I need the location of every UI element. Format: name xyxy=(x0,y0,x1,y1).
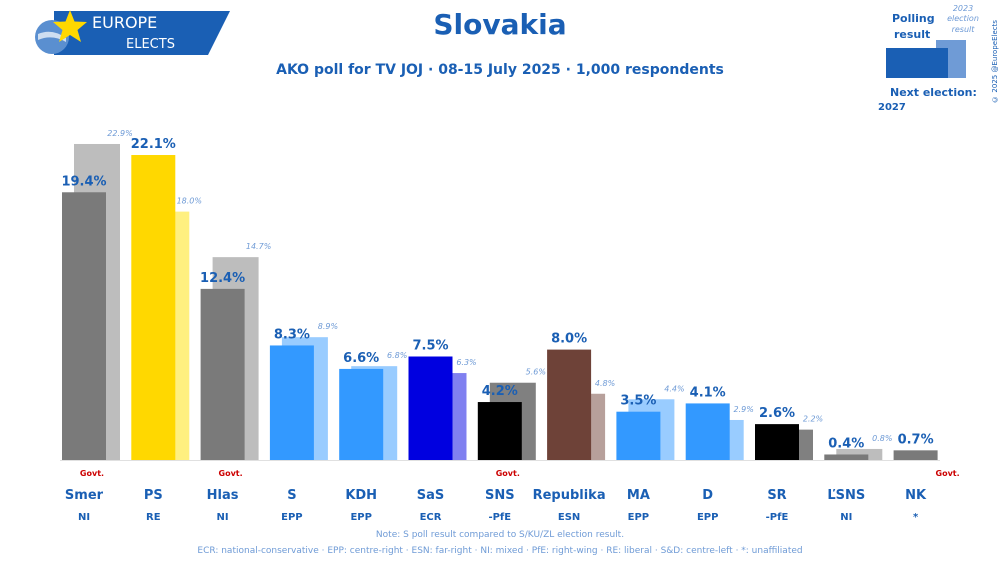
govt-flag-2: Govt. xyxy=(219,469,243,478)
election-value-label-1: 18.0% xyxy=(177,197,202,206)
star-icon xyxy=(53,10,87,42)
party-label-3: S xyxy=(287,488,296,503)
poll-value-label-2: 12.4% xyxy=(200,271,245,286)
poll-bar-9 xyxy=(685,403,730,460)
election-value-label-2: 14.7% xyxy=(246,242,271,251)
election-bar-11 xyxy=(836,448,883,460)
party-label-8: MA xyxy=(627,488,650,503)
poll-value-label-8: 3.5% xyxy=(620,394,656,409)
europe-elects-logo: EUROPE ELECTS xyxy=(35,10,230,55)
party-label-5: SaS xyxy=(417,488,445,503)
govt-flag-0: Govt. xyxy=(80,469,104,478)
poll-value-label-12: 0.7% xyxy=(898,432,934,447)
party-label-0: Smer xyxy=(65,488,104,503)
poll-bar-6 xyxy=(477,402,522,460)
poll-value-label-7: 8.0% xyxy=(551,332,587,347)
chart-title: Slovakia xyxy=(433,8,567,41)
party-label-11: ĽSNS xyxy=(827,488,865,503)
legend-next-election-label: Next election: xyxy=(890,86,977,99)
party-label-10: SR xyxy=(767,488,786,503)
poll-bar-7 xyxy=(547,349,592,460)
legend-poll-swatch xyxy=(886,48,948,78)
poll-value-label-6: 4.2% xyxy=(482,384,518,399)
group-label-0: NI xyxy=(78,512,90,523)
election-value-label-8: 4.4% xyxy=(664,384,684,393)
logo-banner xyxy=(54,11,230,55)
group-label-7: ESN xyxy=(558,512,580,523)
election-value-label-11: 0.8% xyxy=(872,434,892,443)
poll-value-label-9: 4.1% xyxy=(690,385,726,400)
election-value-label-3: 8.9% xyxy=(318,322,338,331)
poll-value-label-1: 22.1% xyxy=(131,137,176,152)
govt-flag-6: Govt. xyxy=(496,469,520,478)
party-label-12: NK xyxy=(905,488,927,503)
legend: Polling result 2023 election result Next… xyxy=(878,0,1000,116)
chart-note: Note: S poll result compared to S/KU/ZL … xyxy=(375,530,625,540)
election-value-label-6: 5.6% xyxy=(526,368,546,377)
group-label-1: RE xyxy=(146,512,161,523)
group-label-10: -PfE xyxy=(766,512,789,523)
legend-election-label-3: result xyxy=(951,25,975,34)
poll-bar-10 xyxy=(755,424,799,460)
legend-election-label-1: 2023 xyxy=(952,4,974,13)
poll-bar-1 xyxy=(131,155,176,460)
party-label-7: Republika xyxy=(533,488,606,503)
logo-text-europe: EUROPE xyxy=(92,13,157,32)
election-value-label-7: 4.8% xyxy=(595,379,615,388)
legend-polling-label-1: Polling xyxy=(892,12,935,25)
poll-bar-5 xyxy=(408,356,453,460)
poll-bar-0 xyxy=(62,192,106,460)
poll-bar-12 xyxy=(893,450,938,460)
group-label-2: NI xyxy=(217,512,229,523)
party-label-6: SNS xyxy=(485,488,515,503)
poll-value-label-5: 7.5% xyxy=(412,339,448,354)
election-value-label-10: 2.2% xyxy=(803,415,823,424)
party-label-2: Hlas xyxy=(207,488,239,503)
poll-value-label-3: 8.3% xyxy=(274,327,310,342)
legend-election-label-2: election xyxy=(947,14,979,23)
election-value-label-0: 22.9% xyxy=(107,129,132,138)
legend-next-election-year: 2027 xyxy=(878,102,906,113)
poll-value-label-11: 0.4% xyxy=(828,436,864,451)
group-label-9: EPP xyxy=(697,512,719,523)
govt-flag-12: Govt. xyxy=(936,469,960,478)
poll-bar-3 xyxy=(269,345,314,460)
poll-bar-4 xyxy=(339,368,384,460)
election-value-label-9: 2.9% xyxy=(734,405,754,414)
party-label-4: KDH xyxy=(345,488,377,503)
election-value-label-4: 6.8% xyxy=(387,351,407,360)
poll-bar-11 xyxy=(824,454,869,460)
chart-footer-legend: ECR: national-conservative · EPP: centre… xyxy=(197,546,803,556)
group-label-11: NI xyxy=(840,512,852,523)
poll-bar-2 xyxy=(200,288,245,460)
poll-value-label-0: 19.4% xyxy=(61,174,106,189)
poll-value-label-4: 6.6% xyxy=(343,351,379,366)
group-label-12: * xyxy=(913,512,919,523)
party-label-9: D xyxy=(702,488,713,503)
party-label-1: PS xyxy=(144,488,163,503)
group-label-8: EPP xyxy=(628,512,650,523)
group-label-4: EPP xyxy=(350,512,372,523)
chart-subtitle: AKO poll for TV JOJ · 08-15 July 2025 · … xyxy=(276,62,724,78)
legend-polling-label-2: result xyxy=(894,28,931,41)
group-label-3: EPP xyxy=(281,512,303,523)
group-label-5: ECR xyxy=(420,512,442,523)
election-value-label-5: 6.3% xyxy=(456,358,476,367)
poll-value-label-10: 2.6% xyxy=(759,406,795,421)
poll-bar-8 xyxy=(616,411,661,460)
logo-text-elects: ELECTS xyxy=(126,37,175,52)
group-label-6: -PfE xyxy=(488,512,511,523)
